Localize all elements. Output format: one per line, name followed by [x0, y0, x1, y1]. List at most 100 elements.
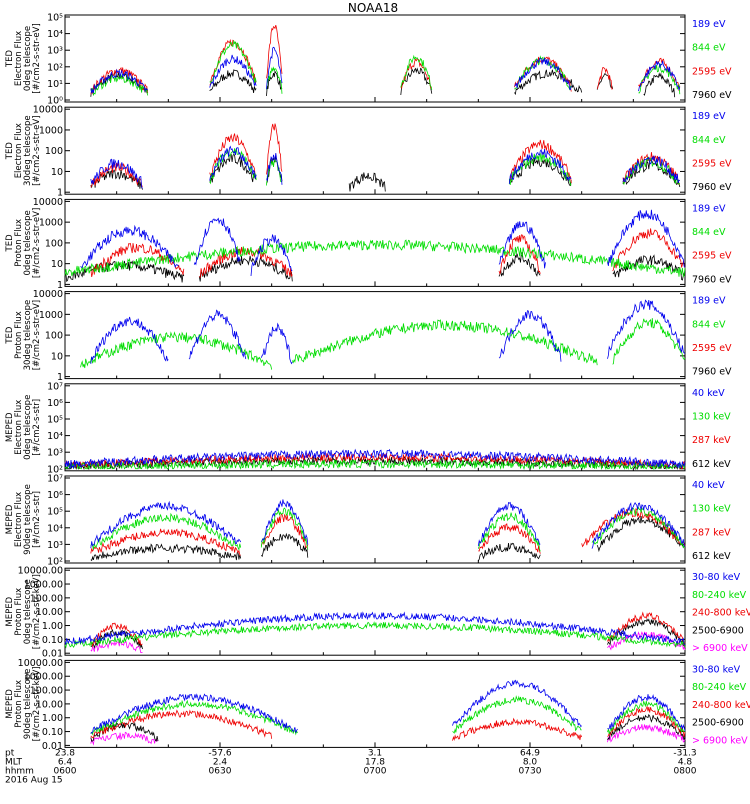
y-tick-label: 1000.00: [24, 580, 63, 591]
y-axis-label: TEDProton Flux0deg telescope[#/cm2-s-str…: [5, 208, 42, 278]
y-tick-label: 0.10: [42, 635, 63, 646]
legend-entry: 80-240 keV: [692, 682, 747, 693]
series-trace: [90, 299, 686, 365]
footer-pt: -31.3: [673, 748, 696, 758]
footer-mlt: 2.4: [213, 757, 228, 767]
footer-hhmm: 0700: [364, 766, 387, 776]
y-tick-label: 1000: [39, 310, 63, 321]
y-tick-label: 10³: [47, 448, 63, 459]
footer-row-label: pt: [5, 748, 15, 758]
y-axis-label: MEPEDElectron Flux90deg telescope[#/cm2-…: [5, 484, 42, 555]
legend-entry: 2500-6900: [692, 625, 744, 636]
y-tick-label: 10⁷: [47, 474, 63, 485]
y-tick-label: 10000: [33, 105, 63, 116]
footer-mlt: 17.8: [365, 757, 385, 767]
y-tick-label: 10000: [33, 197, 63, 208]
legend-entry: 7960 eV: [692, 274, 732, 285]
footer-row-label: MLT: [5, 757, 23, 767]
series-trace: [64, 448, 686, 470]
y-tick-label: 100.00: [30, 686, 63, 697]
legend-entry: 40 keV: [692, 388, 725, 399]
panel-7: 0.01 0.10 1.00 10.00 100.00 1000.00 10000.00ME…: [5, 566, 750, 660]
legend-entry: 844 eV: [692, 43, 726, 54]
y-axis-label: TEDElectron Flux0deg telescope[#/cm2-s-s…: [5, 23, 42, 93]
footer-mlt: 6.4: [58, 757, 73, 767]
footer-hhmm: 0630: [209, 766, 232, 776]
series-trace: [90, 713, 686, 742]
series-trace: [90, 631, 686, 653]
y-tick-label: 1000: [39, 125, 63, 136]
legend-entry: 30-80 keV: [692, 664, 741, 675]
legend-entry: 612 keV: [692, 459, 731, 470]
figure-title: NOAA18: [348, 1, 398, 15]
legend-entry: > 6900 keV: [692, 735, 748, 746]
y-tick-label: 10⁴: [47, 29, 63, 40]
y-tick-label: 10²: [47, 464, 63, 475]
y-tick-label: 10⁵: [47, 415, 63, 426]
footer-pt: 64.9: [520, 748, 540, 758]
y-tick-label: 10⁰: [47, 96, 63, 107]
y-tick-label: 10⁴: [47, 523, 63, 534]
legend-entry: 80-240 keV: [692, 590, 747, 601]
y-axis-label: MEPEDProton Flux0deg telescope[#/cm2-s-s…: [5, 574, 42, 649]
y-tick-label: 1: [57, 372, 63, 383]
series-trace: [64, 459, 686, 471]
legend-entry: 2595 eV: [692, 343, 732, 354]
y-tick-label: 0.10: [42, 727, 63, 738]
footer-row-label: hhmm: [5, 766, 34, 776]
series-trace: [90, 516, 686, 562]
y-tick-label: 1000.00: [24, 672, 63, 683]
series-trace: [90, 228, 686, 279]
legend-entry: 287 keV: [692, 435, 731, 446]
footer-row-label: 2016 Aug 15: [5, 775, 63, 785]
y-tick-label: 10⁶: [47, 398, 63, 409]
series-trace: [90, 39, 681, 97]
y-tick-label: 1000: [39, 218, 63, 229]
legend-entry: > 6900 keV: [692, 643, 748, 654]
y-tick-label: 10⁶: [47, 490, 63, 501]
y-tick-label: 10⁴: [47, 431, 63, 442]
y-tick-label: 10: [51, 259, 63, 270]
y-tick-label: 10000.00: [18, 658, 63, 669]
series-trace: [90, 145, 681, 189]
footer-mlt: 4.8: [678, 757, 693, 767]
legend-entry: 7960 eV: [692, 367, 732, 378]
legend-entry: 844 eV: [692, 319, 726, 330]
footer-pt: -57.6: [208, 748, 232, 758]
panel-5: 10² 10³ 10⁴ 10⁵ 10⁶ 10⁷ MEPEDElectron Flux0deg…: [5, 381, 731, 475]
y-tick-label: 10¹: [47, 79, 63, 90]
series-trace: [90, 25, 681, 95]
series-trace: [80, 209, 686, 277]
series-trace: [90, 46, 681, 94]
footer-hhmm: 0600: [54, 766, 77, 776]
legend-entry: 189 eV: [692, 111, 726, 122]
legend-entry: 30-80 keV: [692, 572, 741, 583]
footer-mlt: 8.0: [523, 757, 538, 767]
y-tick-label: 10⁵: [47, 507, 63, 518]
legend-entry: 40 keV: [692, 480, 725, 491]
series-trace: [90, 153, 681, 192]
y-tick-label: 1: [57, 280, 63, 291]
series-trace: [90, 705, 686, 742]
legend-entry: 240-800 keV: [692, 608, 750, 619]
legend-entry: 189 eV: [692, 19, 726, 30]
y-tick-label: 10000: [33, 289, 63, 300]
legend-entry: 7960 eV: [692, 182, 732, 193]
panel-8: 0.01 0.10 1.00 10.00 100.00 1000.00 10000.00ME…: [5, 658, 750, 752]
y-tick-label: 1: [57, 188, 63, 199]
y-axis-label: TEDElectron Flux30deg telescope[#/cm2-s-…: [5, 115, 42, 186]
footer-pt: 3.1: [368, 748, 382, 758]
legend-entry: 287 keV: [692, 527, 731, 538]
panel-frame: [64, 567, 686, 656]
y-tick-label: 100.00: [30, 593, 63, 604]
legend-entry: 844 eV: [692, 227, 726, 238]
y-tick-label: 10.00: [36, 699, 63, 710]
panel-1: 10⁰ 10¹ 10² 10³ 10⁴ 10⁵ TEDElectron Flux0deg t…: [5, 13, 732, 107]
y-tick-label: 1.00: [42, 713, 63, 724]
series-trace: [90, 506, 686, 552]
y-tick-label: 100: [45, 238, 63, 249]
legend-entry: 2595 eV: [692, 159, 732, 170]
